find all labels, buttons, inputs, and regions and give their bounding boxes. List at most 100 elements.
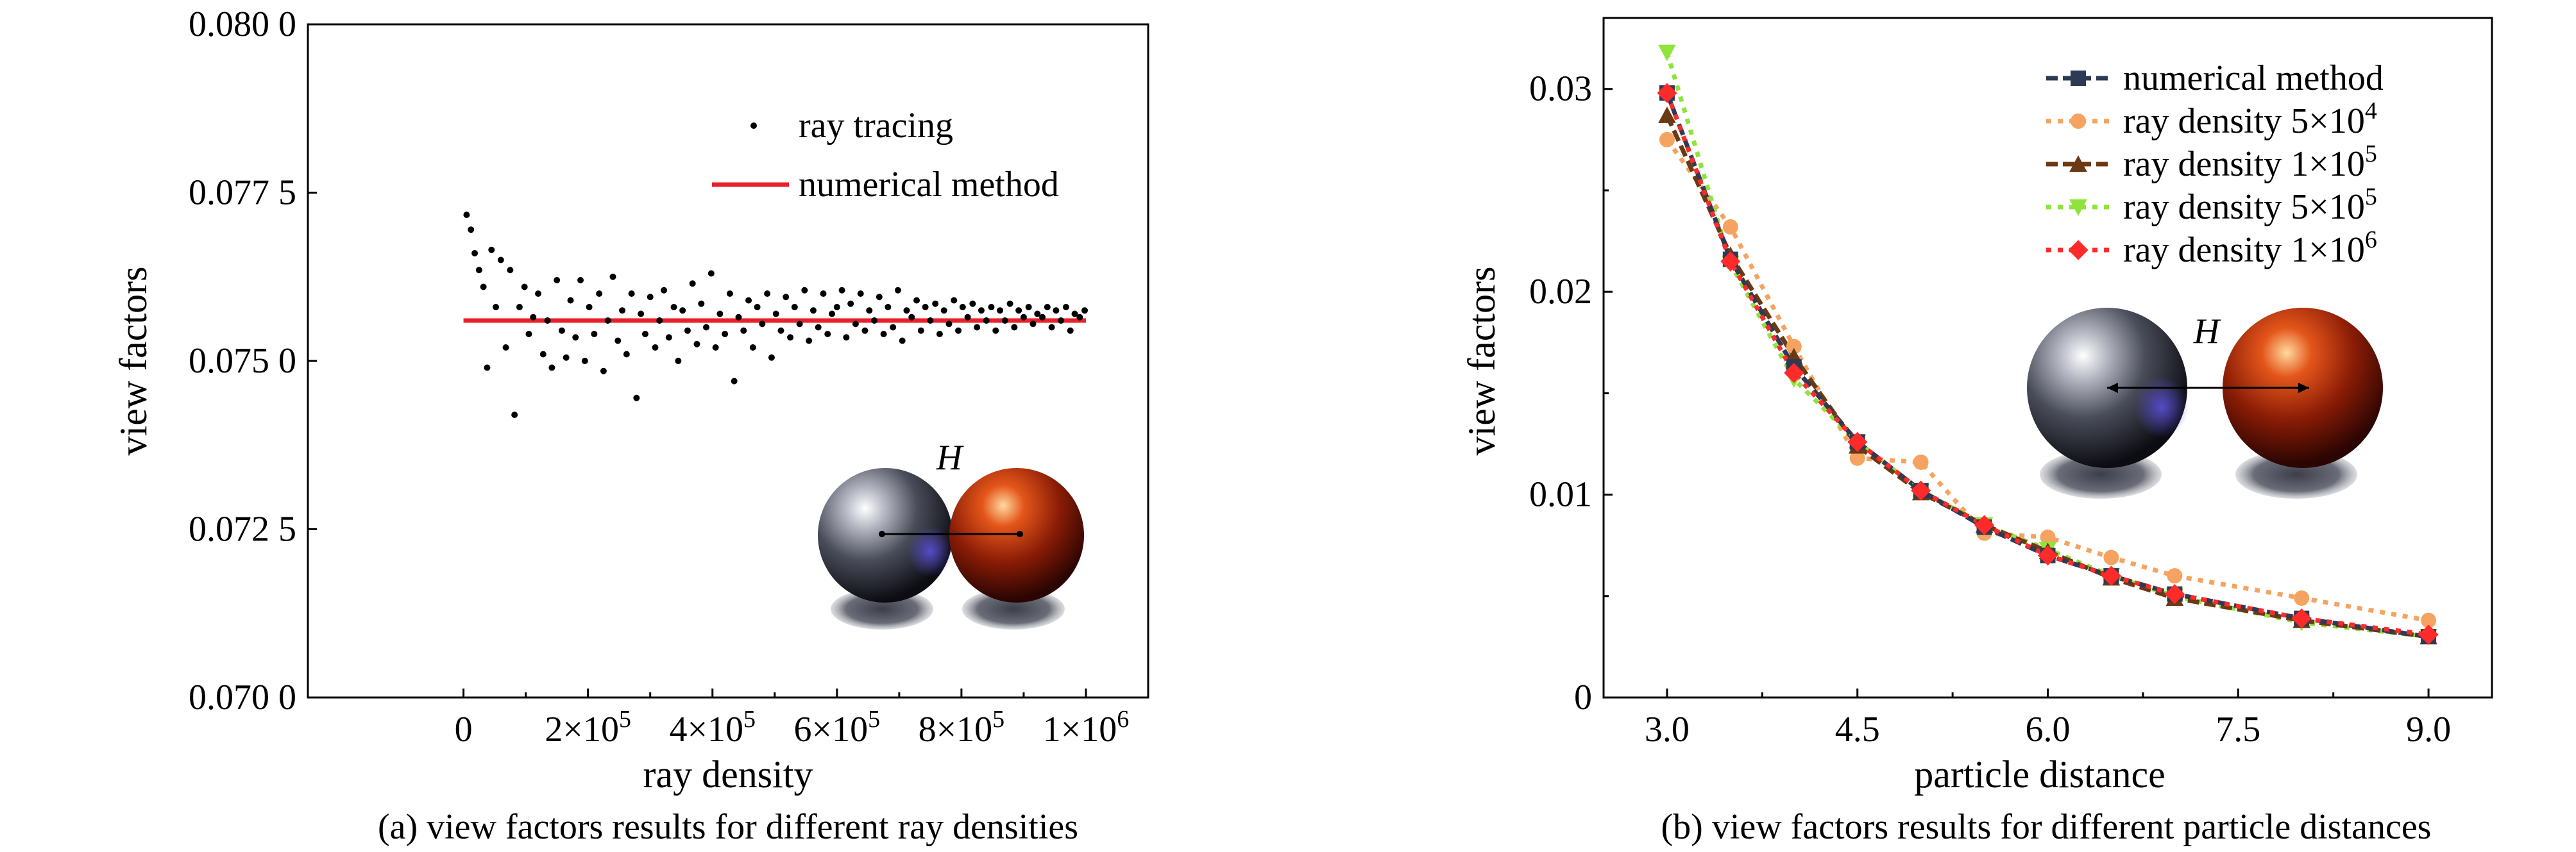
chart-b-y-axis-label: view factors	[1461, 267, 1503, 456]
chart-b-x-tick-label: 4.5	[1835, 710, 1880, 749]
chart-b-inset-illustration: H	[2027, 308, 2383, 499]
chart-a-ray-tracing-point	[600, 367, 607, 374]
chart-a-ray-tracing-point	[740, 327, 747, 334]
chart-a-ray-tracing-point	[852, 321, 859, 328]
chart-a-ray-tracing-point	[488, 246, 495, 253]
chart-a-ray-tracing-point	[777, 327, 784, 334]
chart-b-series-marker	[2421, 612, 2437, 628]
chart-b-x-tick-label: 3.0	[1645, 710, 1690, 749]
chart-a-ray-tracing-point	[1034, 310, 1041, 317]
chart-a-x-tick-label: 4×105	[669, 706, 756, 749]
chart-b-x-tick-label: 9.0	[2406, 710, 2451, 749]
chart-a-ray-tracing-point	[772, 310, 779, 317]
chart-a-ray-tracing-point	[572, 334, 579, 341]
chart-b-series-marker	[2291, 608, 2312, 629]
chart-b-inset-label: H	[2193, 312, 2221, 351]
chart-a-ray-tracing-point	[899, 337, 906, 344]
chart-a-ray-tracing-point	[609, 273, 616, 280]
chart-b-series-marker	[1911, 480, 1931, 501]
chart-a-ray-tracing-point	[890, 324, 897, 331]
chart-a-ray-tracing-point	[1020, 313, 1027, 321]
chart-a-ray-tracing-point	[689, 280, 696, 287]
chart-b-legend-label: ray density 1×105	[2123, 140, 2377, 184]
chart-a-ray-tracing-point	[988, 304, 995, 310]
chart-b-series-marker	[2101, 565, 2122, 586]
chart-a-legend-scatter-label: ray tracing	[799, 106, 953, 146]
chart-a-ray-tracing-point	[554, 277, 561, 283]
chart-a-center-dot-right	[1017, 531, 1023, 537]
chart-a-ray-tracing-point	[708, 270, 715, 277]
chart-a-y-tick-label: 0.075 0	[189, 341, 296, 381]
chart-a-ray-tracing-point	[1030, 321, 1037, 328]
chart-b-legend-label: ray density 1×106	[2123, 226, 2377, 270]
chart-a-ray-tracing-point	[480, 283, 487, 290]
chart-a-ray-tracing-point	[1053, 307, 1060, 314]
chart-b-series-marker	[1657, 83, 1677, 103]
chart-b-series-marker	[1847, 431, 1868, 452]
chart-a-ray-tracing-point	[815, 324, 822, 331]
chart-a-y-tick-label: 0.072 5	[189, 510, 296, 549]
chart-a-ray-tracing-point	[1048, 324, 1055, 331]
chart-a-ray-tracing-point	[833, 304, 840, 310]
chart-a-ray-tracing-point	[665, 334, 672, 341]
chart-a-ray-tracing-point	[871, 317, 878, 324]
chart-b-series-marker	[2294, 590, 2310, 606]
chart-a-ray-tracing-point	[675, 358, 682, 364]
chart-b-series-line	[1665, 138, 2429, 623]
chart-a-ray-tracing-point	[978, 307, 985, 314]
chart-a-ray-tracing-point	[824, 331, 831, 337]
chart-a-ray-tracing-point	[586, 304, 593, 310]
chart-a-inset-label: H	[936, 438, 964, 478]
chart-a-ray-tracing-point	[880, 331, 887, 337]
chart-a-ray-tracing-point	[647, 294, 654, 301]
chart-a-ray-tracing-point	[521, 283, 528, 290]
chart-a-ray-tracing-point	[539, 351, 547, 358]
chart-a-ray-tracing-point	[638, 310, 645, 317]
chart-a-ray-tracing-point	[876, 294, 883, 301]
chart-a-ray-tracing-point	[471, 250, 479, 256]
chart-a-legend: ray tracing numerical method	[712, 106, 1059, 205]
chart-a-ray-tracing-point	[731, 378, 738, 385]
chart-a-ray-tracing-point	[1062, 304, 1069, 310]
chart-b-y-tick-label: 0.02	[1529, 272, 1592, 312]
chart-a-ray-tracing-point	[679, 307, 686, 314]
chart-a-ray-tracing-point	[936, 331, 943, 337]
chart-a-ray-tracing-point	[656, 317, 663, 324]
chart-a-ray-tracing-point	[764, 290, 771, 297]
chart-b-legend-label: numerical method	[2123, 58, 2384, 98]
chart-a-y-tick-label: 0.070 0	[189, 678, 296, 717]
chart-b-legend-marker	[2069, 155, 2087, 172]
chart-b-series-marker	[1659, 131, 1675, 147]
chart-a-ray-tracing-point	[829, 310, 836, 317]
chart-a-ray-tracing-point	[581, 358, 588, 364]
chart-a-ray-tracing-point	[908, 313, 915, 321]
chart-a-ray-tracing-point	[940, 307, 947, 314]
chart-a-ray-tracing-point	[1001, 317, 1008, 324]
chart-a-ray-tracing-point	[820, 290, 827, 297]
chart-a-ray-tracing-point	[969, 300, 976, 307]
chart-a-ray-tracing-point	[1006, 300, 1013, 307]
chart-b-series-marker	[1849, 450, 1865, 466]
chart-a-ray-tracing-point	[1067, 327, 1074, 334]
chart-a-ray-tracing-point	[787, 334, 794, 341]
chart-a-ray-tracing-point	[951, 297, 958, 304]
chart-b-y-tick-label: 0	[1574, 678, 1592, 717]
chart-a: 0 2×105 4×105 6×105 8×105 1×106 0.070 0 0.072 …	[112, 4, 1149, 847]
chart-a-legend-scatter-marker	[750, 122, 757, 129]
chart-a-x-tick-label: 6×105	[794, 706, 881, 749]
chart-a-ray-tracing-point	[806, 337, 813, 344]
chart-a-ray-tracing-point	[716, 310, 724, 317]
chart-b-y-tick-label: 0.01	[1529, 475, 1592, 515]
chart-a-caption: (a) view factors results for different r…	[378, 807, 1078, 847]
chart-a-ray-tracing-point	[992, 327, 999, 334]
chart-b: 3.0 4.5 6.0 7.5 9.0 0 0.01 0.02 0.03 particle d…	[1461, 17, 2493, 847]
chart-a-ray-tracing-point	[791, 304, 798, 310]
chart-a-y-tick-label: 0.077 5	[189, 173, 296, 213]
chart-a-ray-tracing-point	[591, 331, 598, 337]
chart-a-ray-tracing-point	[614, 337, 622, 344]
chart-a-ray-tracing-point	[604, 317, 611, 324]
chart-a-ray-tracing-point	[722, 331, 729, 337]
chart-a-ray-tracing-point	[927, 317, 934, 324]
chart-a-ray-tracing-point	[652, 344, 659, 351]
